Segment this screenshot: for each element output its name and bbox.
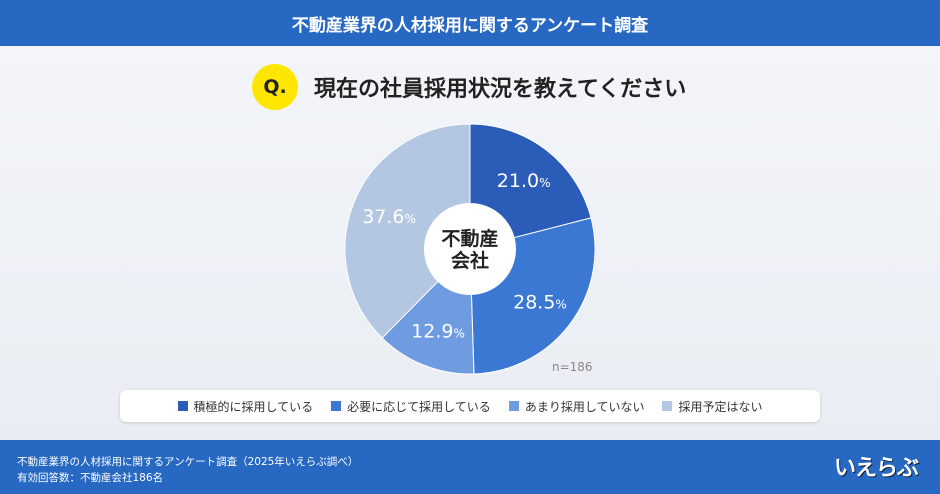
legend-label: 積極的に採用している xyxy=(193,399,314,414)
footer-respondents: 有効回答数：不動産会社186名 xyxy=(17,472,164,484)
legend-item: 必要に応じて採用している xyxy=(331,398,491,415)
center-label: 不動産 xyxy=(441,227,498,250)
slice-value-label: 28.5% xyxy=(513,292,567,314)
sample-size: n=186 xyxy=(552,360,593,374)
legend-label: 採用予定はない xyxy=(678,399,763,414)
center-label: 会社 xyxy=(451,249,489,272)
legend-item: あまり採用していない xyxy=(508,398,645,415)
legend-item: 積極的に採用している xyxy=(177,398,314,415)
slice-value-label: 37.6% xyxy=(362,206,416,228)
question: Q. 現在の社員採用状況を教えてください xyxy=(252,64,686,110)
question-text: 現在の社員採用状況を教えてください xyxy=(314,77,687,102)
legend-item: 採用予定はない xyxy=(662,398,762,415)
legend: 積極的に採用している 必要に応じて採用している あまり採用していない 採用予定はない xyxy=(120,390,820,422)
legend-swatch xyxy=(177,401,188,411)
question-badge: Q. xyxy=(252,64,298,110)
legend-swatch xyxy=(662,401,673,411)
legend-label: 必要に応じて採用している xyxy=(347,399,491,414)
footer-source: 不動産業界の人材採用に関するアンケート調査（2025年いえらぶ調べ） xyxy=(17,456,359,468)
legend-swatch xyxy=(331,401,342,411)
center-hole xyxy=(424,203,516,295)
slice-value-label: 21.0% xyxy=(497,170,551,192)
footer: 不動産業界の人材採用に関するアンケート調査（2025年いえらぶ調べ） 有効回答数… xyxy=(0,440,940,494)
header-title: 不動産業界の人材採用に関するアンケート調査 xyxy=(0,0,940,46)
legend-label: あまり採用していない xyxy=(524,399,645,414)
pie-slice xyxy=(344,123,471,339)
logo: いえらぶ xyxy=(833,456,919,481)
legend-swatch xyxy=(508,401,519,411)
slice-value-label: 12.9% xyxy=(411,320,465,342)
pie-chart: 21.0% 28.5% 12.9% 37.6% 不動産会社 xyxy=(344,123,596,375)
